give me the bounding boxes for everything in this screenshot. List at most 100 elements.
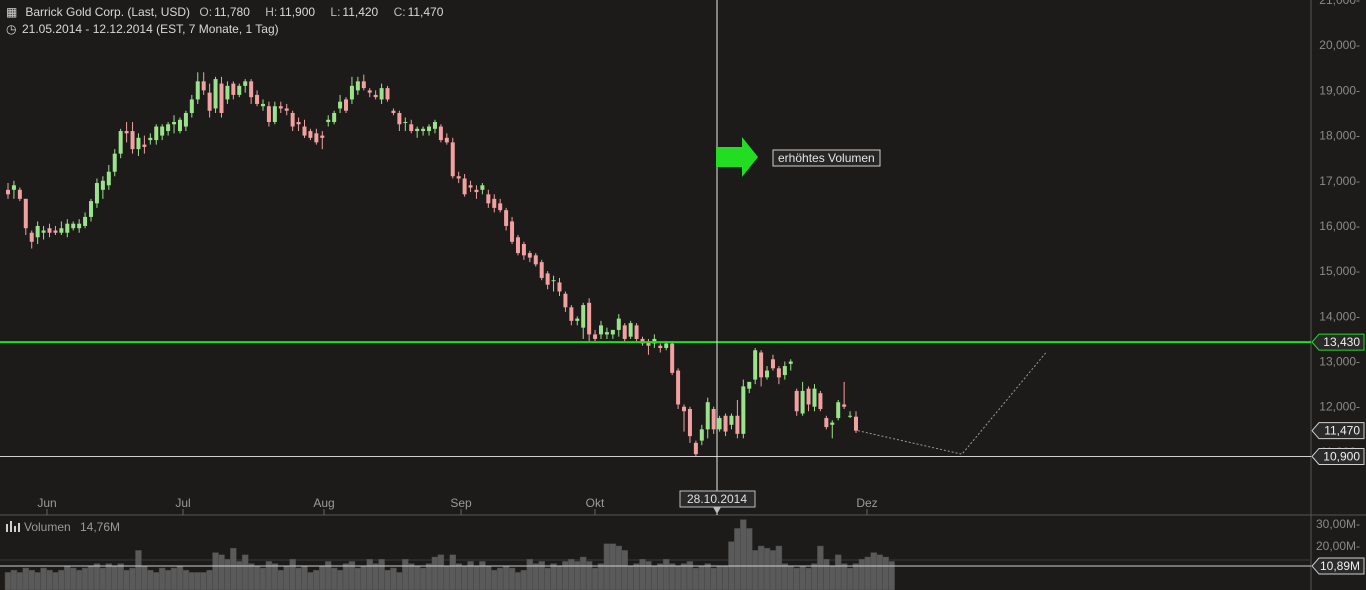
- volume-bar: [105, 563, 113, 590]
- volume-bar: [473, 565, 480, 590]
- candle-body: [765, 370, 770, 378]
- price-tick-label: 15,000-: [1319, 264, 1360, 278]
- candle-body: [260, 103, 265, 107]
- candle: [344, 97, 349, 113]
- month-label: Aug: [313, 496, 334, 510]
- volume-bar: [734, 528, 741, 590]
- candle: [557, 277, 562, 297]
- volume-bar: [153, 572, 160, 590]
- candle: [670, 341, 675, 376]
- candle-body: [604, 332, 609, 335]
- volume-bar: [431, 556, 439, 590]
- candle: [510, 216, 515, 245]
- candle: [616, 314, 621, 337]
- candle-body: [219, 83, 224, 113]
- volume-bar: [680, 563, 688, 590]
- volume-bar: [342, 563, 350, 590]
- candle-body: [326, 119, 331, 123]
- candle-body: [824, 418, 829, 428]
- candle: [587, 298, 592, 342]
- candle-body: [189, 99, 194, 113]
- candle-body: [687, 408, 692, 437]
- candle-body: [225, 85, 230, 100]
- candle-body: [166, 124, 171, 132]
- candle: [599, 320, 603, 339]
- candle-body: [160, 126, 165, 136]
- volume-bar: [111, 565, 118, 590]
- candle: [195, 72, 200, 104]
- candle-body: [853, 416, 858, 431]
- candle: [658, 343, 663, 353]
- candle-body: [782, 366, 787, 376]
- candle: [266, 101, 271, 127]
- candle-body: [723, 415, 728, 432]
- volume-bar: [158, 567, 166, 590]
- price-tick-label: 21,000-: [1319, 0, 1360, 7]
- candle-body: [599, 325, 603, 335]
- candle: [11, 180, 16, 199]
- volume-title: Volumen 14,76M: [6, 520, 120, 534]
- volume-bar: [117, 563, 124, 590]
- candle: [17, 187, 22, 202]
- price-tick-label: 13,000-: [1319, 355, 1360, 369]
- candle: [35, 221, 40, 245]
- candle: [794, 388, 799, 416]
- candle: [622, 323, 627, 342]
- volume-bar: [425, 563, 433, 590]
- candle: [444, 133, 449, 145]
- candlesticks[interactable]: [6, 72, 858, 457]
- candle-body: [118, 131, 123, 154]
- candle: [462, 173, 467, 197]
- volume-annotation[interactable]: erhöhtes Volumen: [716, 137, 881, 177]
- candle: [848, 411, 853, 419]
- volume-bar: [87, 565, 95, 590]
- candle-body: [670, 343, 675, 373]
- candle-body: [533, 255, 538, 265]
- month-axis: Jun Jul Aug Sep Okt Dez: [37, 496, 878, 515]
- volume-bar: [313, 569, 320, 590]
- candle: [302, 119, 307, 138]
- candle: [492, 194, 497, 213]
- candle-body: [255, 94, 260, 104]
- candle: [207, 83, 212, 118]
- candle-body: [557, 282, 562, 292]
- volume-bar: [544, 567, 551, 590]
- candle: [628, 320, 633, 339]
- candle: [338, 94, 343, 113]
- volume-bar: [360, 565, 368, 590]
- candle: [575, 316, 580, 326]
- candle: [604, 327, 609, 339]
- candle-body: [741, 386, 746, 434]
- candle: [213, 76, 218, 113]
- candle-body: [510, 221, 515, 242]
- candle: [498, 198, 503, 213]
- volume-bar: [271, 563, 279, 590]
- candle: [166, 122, 171, 136]
- volume-bars-icon: [6, 521, 20, 532]
- volume-tag: 10,89M: [0, 557, 1365, 575]
- month-label: Jun: [37, 496, 56, 510]
- candle: [177, 117, 182, 134]
- volume-bar: [93, 563, 101, 590]
- candle-body: [539, 262, 544, 278]
- candle: [124, 122, 129, 143]
- volume-bar: [301, 565, 308, 590]
- candle-body: [213, 79, 218, 109]
- candle: [391, 108, 396, 116]
- candle-body: [527, 253, 532, 258]
- candle-body: [480, 185, 485, 190]
- month-label: Okt: [586, 496, 605, 510]
- volume-bar: [289, 558, 296, 590]
- volume-bar: [888, 561, 895, 590]
- candle: [77, 219, 82, 233]
- volume-tick-label: 20,00M-: [1316, 539, 1360, 553]
- high-label: H:: [265, 5, 278, 19]
- candle: [260, 99, 265, 111]
- candle: [456, 171, 461, 184]
- candle: [468, 180, 473, 193]
- volume-bar: [639, 558, 646, 590]
- candle: [201, 72, 206, 95]
- candle-body: [498, 203, 503, 211]
- candle-body: [77, 223, 82, 229]
